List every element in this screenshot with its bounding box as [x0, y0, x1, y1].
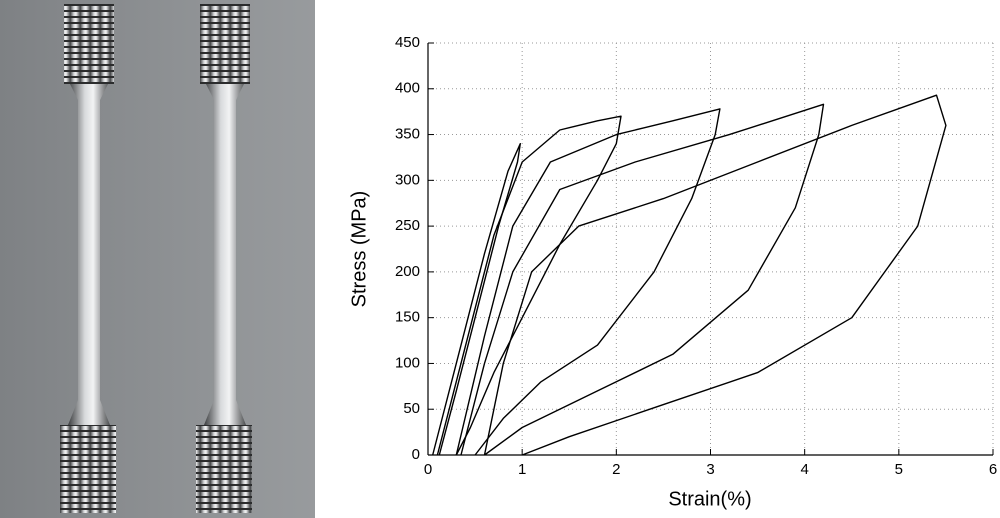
- stress-strain-curve: [460, 103, 825, 456]
- y-tick-label: 450: [395, 34, 420, 51]
- stress-strain-curve: [483, 94, 947, 456]
- y-tick-label: 150: [395, 309, 420, 326]
- x-tick-label: 5: [895, 461, 903, 478]
- y-tick-label: 50: [403, 400, 420, 417]
- x-tick-label: 6: [989, 461, 997, 478]
- x-tick-label: 4: [800, 461, 808, 478]
- x-tick-label: 3: [706, 461, 714, 478]
- y-tick-label: 400: [395, 80, 420, 97]
- stress-strain-curve: [455, 108, 721, 456]
- y-axis-label: Stress (MPa): [348, 191, 370, 308]
- x-tick-label: 1: [518, 461, 526, 478]
- y-tick-label: 250: [395, 217, 420, 234]
- stress-strain-curve: [436, 115, 622, 456]
- stress-strain-curve: [432, 143, 521, 456]
- specimen-photo: [0, 0, 315, 518]
- y-tick-label: 0: [412, 446, 420, 463]
- y-tick-label: 300: [395, 171, 420, 188]
- x-axis-label: Strain(%): [668, 488, 751, 510]
- y-tick-label: 200: [395, 263, 420, 280]
- y-tick-label: 100: [395, 354, 420, 371]
- x-tick-label: 0: [424, 461, 432, 478]
- y-tick-label: 350: [395, 126, 420, 143]
- x-tick-label: 2: [612, 461, 620, 478]
